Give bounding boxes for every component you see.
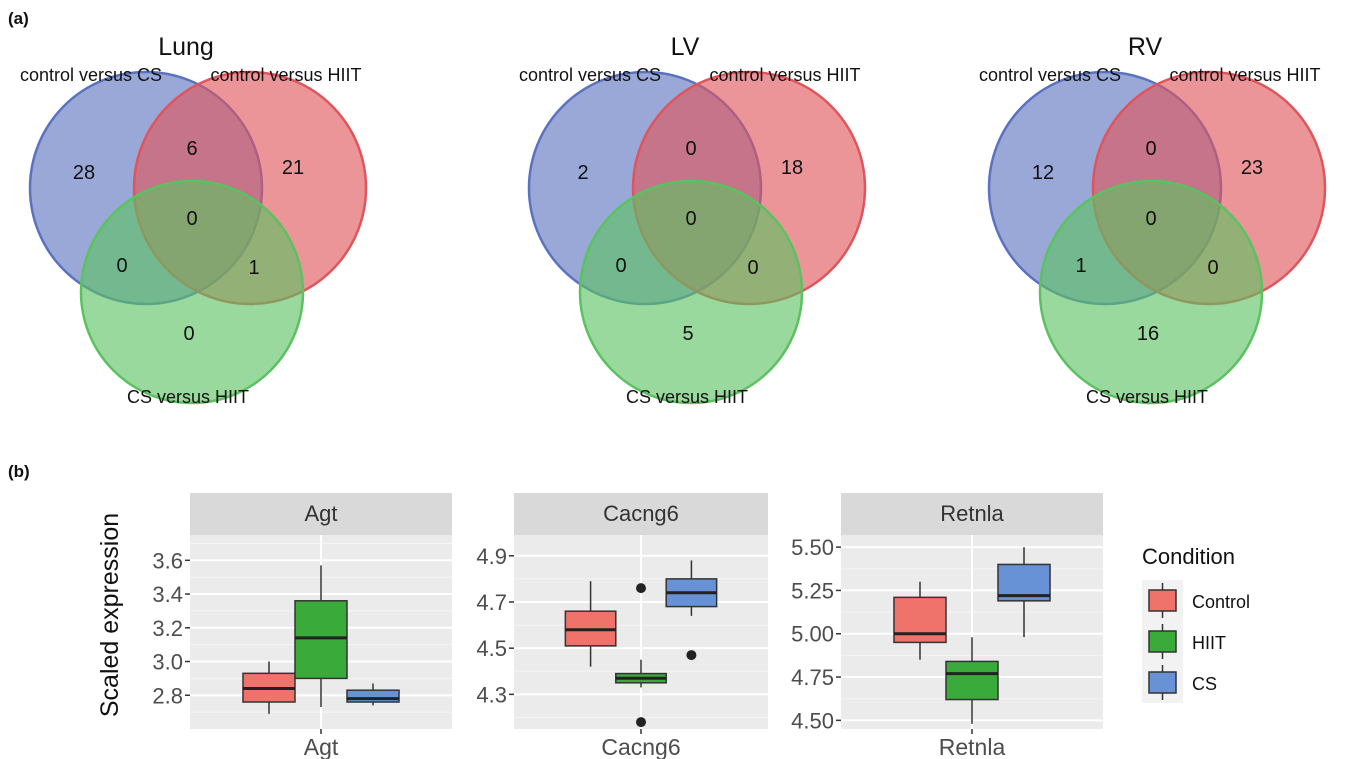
y-tick-label: 4.50 — [791, 708, 834, 733]
box-hiit — [615, 583, 667, 728]
y-tick-label: 4.75 — [791, 665, 834, 690]
venn-set-label: CS versus HIIT — [1086, 387, 1208, 407]
venn-count-c-only: 16 — [1137, 323, 1159, 345]
venn-count-abc: 0 — [186, 208, 197, 230]
y-tick-label: 3.4 — [152, 582, 183, 607]
box-control — [242, 661, 296, 714]
legend-key-box — [1148, 589, 1177, 612]
legend-entry-hiit: HIIT — [1142, 621, 1226, 662]
venn-set-label: control versus CS — [20, 65, 162, 85]
x-tick-label: Agt — [304, 734, 339, 759]
y-axis-label: Scaled expression — [96, 513, 124, 717]
box — [893, 596, 947, 644]
venn-count-c-only: 0 — [183, 323, 194, 345]
venn-set-label: control versus CS — [979, 65, 1121, 85]
legend-label: CS — [1192, 674, 1217, 694]
venn-title: LV — [671, 33, 700, 61]
venn-lung: Lung control versus CS control versus HIIT… — [20, 33, 368, 407]
facet-cacng6: Cacng6 4.3 4.5 4.7 4.9 Cacng6 — [476, 493, 768, 759]
y-tick-label: 5.00 — [791, 622, 834, 647]
facet-strip — [514, 493, 768, 535]
y-tick-label: 5.50 — [791, 535, 834, 560]
venn-circle-c — [578, 179, 804, 405]
legend-title: Condition — [1142, 544, 1235, 569]
legend-key-box — [1148, 630, 1177, 653]
venn-count-ac: 0 — [615, 255, 626, 277]
box-control — [564, 581, 617, 667]
venn-lv: LV control versus CS control versus HIIT CS… — [519, 33, 867, 407]
venn-count-b-only: 23 — [1241, 157, 1263, 179]
venn-circle-c — [79, 179, 305, 405]
facet-strip-label: Agt — [304, 501, 337, 526]
facet-strip — [841, 493, 1103, 535]
y-tick-label: 4.9 — [476, 544, 507, 569]
y-tick-label: 3.0 — [152, 650, 183, 675]
facet-strip-label: Cacng6 — [603, 501, 679, 526]
venn-set-label: control versus HIIT — [1169, 65, 1320, 85]
legend-key-box — [1148, 671, 1177, 694]
box-hiit — [945, 637, 999, 724]
venn-circle-c — [1038, 179, 1264, 405]
venn-count-abc: 0 — [1145, 208, 1156, 230]
facet-agt: Agt 2.8 3.0 3.2 3.4 3.6 Agt — [152, 493, 452, 759]
venn-count-b-only: 18 — [781, 157, 803, 179]
box-control — [893, 581, 947, 660]
venn-count-ab: 0 — [1145, 138, 1156, 160]
venn-count-ab: 0 — [685, 138, 696, 160]
venn-diagrams: Lung control versus CS control versus HIIT… — [20, 33, 1327, 407]
x-tick-label: Retnla — [939, 734, 1006, 759]
y-tick-label: 4.5 — [476, 636, 507, 661]
outlier-point — [686, 650, 697, 661]
venn-count-bc: 1 — [248, 257, 259, 279]
venn-count-a-only: 12 — [1032, 162, 1054, 184]
venn-title: RV — [1128, 33, 1163, 61]
x-tick-label: Cacng6 — [601, 734, 680, 759]
y-tick-label: 3.2 — [152, 616, 183, 641]
venn-count-ab: 6 — [186, 138, 197, 160]
venn-count-b-only: 21 — [282, 157, 304, 179]
venn-set-label: control versus HIIT — [210, 65, 361, 85]
venn-count-c-only: 5 — [682, 323, 693, 345]
venn-set-label: control versus CS — [519, 65, 661, 85]
box-cs — [997, 547, 1051, 638]
legend-label: Control — [1192, 592, 1250, 612]
venn-title: Lung — [158, 33, 214, 61]
outlier-point — [636, 717, 646, 728]
venn-count-ac: 0 — [116, 255, 127, 277]
y-tick-label: 3.6 — [152, 548, 183, 573]
venn-set-label: CS versus HIIT — [127, 387, 249, 407]
box — [346, 689, 400, 703]
box-cs — [346, 683, 400, 706]
facet-strip-label: Retnla — [940, 501, 1004, 526]
venn-set-label: CS versus HIIT — [626, 387, 748, 407]
facet-retnla: Retnla 4.50 4.75 5.00 5.25 5.50 Retnla — [791, 493, 1103, 759]
panel-label-a: (a) — [8, 9, 29, 28]
venn-count-a-only: 28 — [73, 162, 95, 184]
boxplot-facets: Agt2.83.03.23.43.6AgtCacng64.34.54.74.9C… — [152, 493, 1103, 759]
box-hiit — [294, 565, 348, 708]
venn-count-bc: 0 — [1207, 257, 1218, 279]
y-tick-label: 2.8 — [152, 683, 183, 708]
venn-count-ac: 1 — [1075, 255, 1086, 277]
box-cs — [665, 560, 718, 661]
box — [294, 600, 348, 680]
legend-label: HIIT — [1192, 633, 1226, 653]
y-tick-label: 4.3 — [476, 682, 507, 707]
venn-count-a-only: 2 — [577, 162, 588, 184]
y-tick-label: 5.25 — [791, 578, 834, 603]
outlier-point — [636, 583, 646, 594]
legend-entry-control: Control — [1142, 580, 1250, 621]
venn-rv: RV control versus CS control versus HIIT CS… — [979, 33, 1327, 407]
legend-entry-cs: CS — [1142, 662, 1217, 703]
panel-label-b: (b) — [8, 462, 30, 481]
facet-strip — [190, 493, 452, 535]
venn-count-bc: 0 — [747, 257, 758, 279]
venn-set-label: control versus HIIT — [709, 65, 860, 85]
box — [945, 660, 999, 701]
venn-count-abc: 0 — [685, 208, 696, 230]
legend: Condition Control HIIT CS — [1142, 544, 1250, 703]
y-tick-label: 4.7 — [476, 590, 507, 615]
